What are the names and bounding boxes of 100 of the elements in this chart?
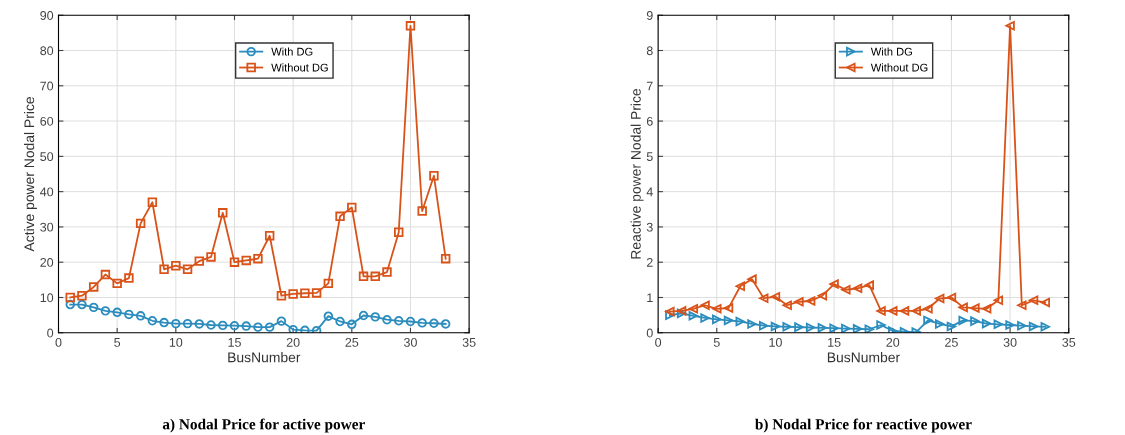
point	[88, 282, 99, 292]
point	[1017, 320, 1027, 331]
point	[817, 323, 828, 333]
point	[323, 311, 334, 321]
point	[182, 318, 193, 329]
point	[805, 296, 816, 306]
point	[218, 208, 228, 218]
y-tick-label: 3	[646, 222, 653, 232]
point	[171, 261, 181, 271]
point	[841, 285, 851, 295]
point	[347, 319, 357, 330]
point	[981, 318, 992, 329]
legend-label: Without DG	[271, 63, 328, 72]
point	[77, 291, 87, 301]
point	[1005, 320, 1015, 330]
point	[1040, 322, 1051, 332]
point	[934, 293, 945, 304]
point	[124, 309, 134, 320]
x-tick-label: 30	[1003, 337, 1017, 347]
point	[347, 202, 357, 213]
point	[159, 317, 169, 328]
point	[805, 322, 816, 333]
point	[770, 321, 781, 332]
y-tick-label: 0	[646, 328, 653, 338]
point	[417, 318, 427, 328]
point	[182, 264, 193, 274]
point	[358, 271, 369, 282]
x-axis-title: BusNumber	[228, 352, 301, 363]
point	[899, 306, 910, 316]
point	[782, 300, 792, 310]
point	[394, 227, 404, 237]
x-tick-label: 0	[55, 337, 62, 347]
point	[665, 310, 675, 320]
x-tick-label: 0	[655, 337, 662, 347]
point	[206, 252, 216, 262]
point	[206, 320, 216, 330]
point	[923, 315, 933, 326]
point	[770, 292, 781, 302]
point	[841, 323, 851, 333]
point	[229, 320, 240, 331]
y-tick-label: 9	[646, 11, 653, 20]
point	[1005, 21, 1015, 31]
x-tick-label: 25	[345, 337, 359, 347]
y-tick-label: 10	[40, 293, 54, 303]
point	[358, 310, 369, 321]
text: b) Nodal Price for reactive power	[755, 418, 972, 433]
x-tick-label: 5	[713, 338, 720, 347]
point	[712, 314, 722, 325]
point	[829, 279, 839, 289]
point	[88, 302, 99, 313]
point	[311, 325, 322, 333]
point	[665, 306, 675, 317]
point	[1028, 321, 1039, 332]
x-tick-label: 25	[945, 337, 958, 347]
point	[288, 289, 298, 299]
point	[112, 278, 122, 289]
point	[135, 218, 146, 229]
y-tick-label: 70	[40, 81, 54, 91]
point	[394, 316, 404, 326]
point	[864, 280, 875, 290]
point	[323, 278, 334, 289]
point	[241, 255, 251, 266]
y-tick-label: 80	[40, 46, 54, 56]
y-axis-title: Reactive power Nodal Price	[630, 88, 644, 259]
point	[147, 316, 158, 326]
y-tick-label: 5	[646, 152, 653, 162]
point	[194, 256, 205, 266]
point	[852, 324, 863, 333]
point	[958, 302, 968, 313]
point	[440, 253, 451, 264]
point	[1028, 295, 1039, 306]
x-tick-label: 5	[114, 338, 121, 347]
point	[970, 316, 980, 326]
y-tick-label: 0	[47, 328, 54, 338]
point	[300, 288, 310, 298]
point	[218, 320, 228, 331]
point	[993, 295, 1004, 306]
point	[700, 313, 710, 323]
point	[405, 316, 416, 327]
y-tick-label: 8	[646, 46, 653, 56]
point	[335, 316, 345, 327]
y-tick-label: 20	[40, 258, 54, 267]
point	[288, 324, 298, 333]
point	[747, 319, 757, 329]
point	[888, 306, 898, 316]
point	[1040, 297, 1051, 308]
point	[405, 21, 416, 31]
x-tick-label: 35	[462, 337, 476, 347]
point	[970, 303, 980, 313]
point	[370, 271, 380, 282]
point	[876, 306, 886, 316]
point	[852, 283, 863, 294]
point	[171, 318, 181, 329]
point	[440, 319, 451, 329]
point	[100, 269, 111, 280]
point	[758, 320, 769, 331]
point	[700, 300, 710, 310]
x-tick-label: 15	[228, 338, 241, 347]
point	[194, 319, 205, 329]
point	[817, 291, 828, 301]
